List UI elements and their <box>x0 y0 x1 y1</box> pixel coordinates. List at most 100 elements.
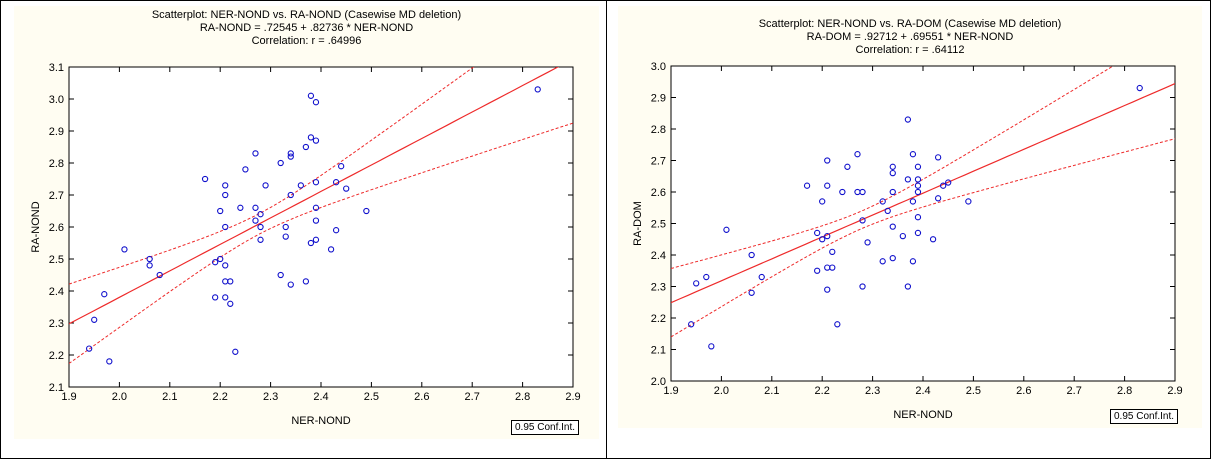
y-tick-label: 2.8 <box>651 124 666 136</box>
data-point <box>879 198 886 205</box>
x-tick-label: 2.4 <box>915 385 930 397</box>
data-point <box>748 251 755 259</box>
data-point <box>824 157 831 164</box>
confidence-band-lower <box>671 138 1175 338</box>
data-point <box>914 163 922 170</box>
data-point <box>222 191 229 199</box>
data-point <box>844 163 851 170</box>
data-point <box>914 188 922 196</box>
data-point <box>332 179 340 186</box>
y-tick-label: 2.6 <box>651 187 666 199</box>
data-point <box>534 86 541 93</box>
data-point <box>146 255 153 263</box>
data-point <box>1136 84 1143 92</box>
data-point <box>834 321 841 328</box>
x-tick-label: 2.3 <box>263 391 278 403</box>
data-point <box>708 343 715 350</box>
legend-conf-int: 0.95 Conf.Int. <box>1110 409 1179 424</box>
x-tick-label: 2.9 <box>1167 385 1182 397</box>
chart-cell-left: Scatterplot: NER-NOND vs. RA-NOND (Casew… <box>0 0 607 459</box>
confidence-band-lower <box>69 122 573 364</box>
data-point <box>945 179 952 186</box>
data-point <box>222 262 229 269</box>
y-tick-label: 2.2 <box>651 313 666 325</box>
scatterplot-panel-right: Scatterplot: NER-NOND vs. RA-DOM (Casewi… <box>618 6 1202 428</box>
data-point <box>859 283 866 290</box>
data-point <box>884 207 891 215</box>
data-point <box>146 262 153 269</box>
data-point <box>889 188 896 196</box>
fit-lines <box>69 67 573 364</box>
data-point <box>302 143 310 151</box>
y-tick-label: 2.3 <box>49 318 64 330</box>
x-tick-label: 2.7 <box>1067 385 1082 397</box>
data-point <box>688 321 695 328</box>
x-axis-title: NER-NOND <box>893 409 952 421</box>
data-point <box>222 182 229 189</box>
data-point <box>307 134 315 141</box>
data-point <box>101 291 108 298</box>
data-point <box>819 236 826 243</box>
data-point <box>217 255 224 263</box>
y-tick-label: 2.5 <box>49 254 64 266</box>
x-tick-label: 2.1 <box>162 391 177 403</box>
regression-line <box>69 67 560 325</box>
x-tick-label: 2.5 <box>364 391 379 403</box>
data-point <box>829 264 836 271</box>
data-point <box>940 182 947 189</box>
data-point <box>829 248 836 255</box>
data-point <box>232 348 239 355</box>
y-tick-label: 2.7 <box>651 156 666 168</box>
data-point <box>914 214 922 221</box>
data-point <box>222 223 229 231</box>
data-point <box>277 271 284 279</box>
data-point <box>312 99 320 106</box>
data-point <box>217 207 224 215</box>
data-point <box>121 246 128 253</box>
y-axis-title: RA-NOND <box>30 201 42 252</box>
regression-equation: RA-NOND = .72545 + .82736 * NER-NOND <box>199 22 414 34</box>
scatterplot-left: 1.9 2.0 2.1 2.2 2.3 2.4 2.5 2.6 2.7 2.8 2.9 2.1 2.2 2… <box>30 62 581 427</box>
x-tick-label: 2.6 <box>1016 385 1031 397</box>
y-tick-label: 2.9 <box>49 126 64 138</box>
data-point <box>282 223 289 231</box>
data-point <box>338 163 345 170</box>
data-point <box>277 159 284 167</box>
y-tick-label: 2.0 <box>651 376 666 388</box>
y-tick-label: 2.4 <box>49 286 64 298</box>
data-point <box>201 175 209 183</box>
x-axis-title: NER-NOND <box>291 415 350 427</box>
y-tick-label: 3.0 <box>651 61 666 73</box>
y-tick-label: 2.1 <box>49 382 64 394</box>
data-point <box>839 188 846 196</box>
y-axis-title: RA-DOM <box>632 201 644 246</box>
data-point <box>819 198 826 205</box>
data-point <box>899 232 906 240</box>
data-point <box>282 233 289 240</box>
scatterplot-right: 1.9 2.0 2.1 2.2 2.3 2.4 2.5 2.6 2.7 2.8 2.92.02.12… <box>632 61 1183 421</box>
data-point <box>909 151 917 158</box>
plot-area <box>670 65 1176 382</box>
data-point <box>824 232 831 240</box>
data-point <box>237 204 244 211</box>
regression-line <box>671 83 1175 304</box>
data-point <box>242 166 249 173</box>
data-point <box>332 227 340 234</box>
data-point <box>312 179 320 186</box>
data-point <box>703 273 710 281</box>
plot-area <box>68 66 574 388</box>
data-point <box>965 198 972 205</box>
data-point <box>343 185 350 192</box>
x-tick-label: 2.4 <box>313 391 328 403</box>
y-tick-label: 2.2 <box>49 350 64 362</box>
chart-title: Scatterplot: NER-NOND vs. RA-NOND (Casew… <box>151 9 462 21</box>
data-point <box>854 151 861 158</box>
x-tick-label: 2.3 <box>865 385 880 397</box>
data-point <box>312 236 320 243</box>
data-point <box>814 229 821 237</box>
x-tick-label: 2.2 <box>213 391 228 403</box>
data-point <box>212 259 219 266</box>
data-point <box>914 229 922 237</box>
data-point <box>227 300 234 307</box>
y-tick-label: 2.9 <box>651 93 666 105</box>
